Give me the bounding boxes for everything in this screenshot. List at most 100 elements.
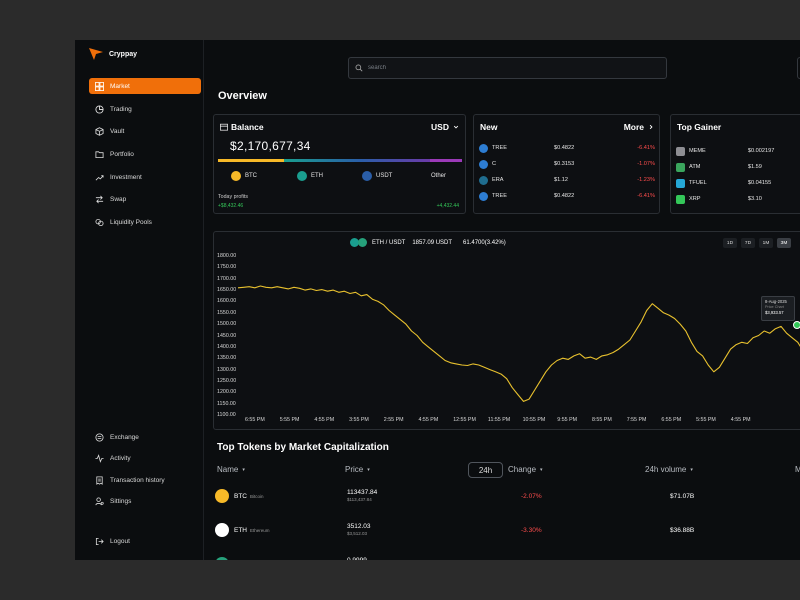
timeframe-3m[interactable]: 3M	[777, 238, 791, 248]
sidebar-item-liquidity-pools[interactable]: Liquidity Pools	[89, 214, 201, 230]
column-label: Change	[508, 465, 537, 474]
list-item[interactable]: XRP $3.10	[676, 193, 800, 205]
legend-label: ETH	[311, 173, 323, 179]
token-price: $0.4822	[554, 145, 575, 151]
history-icon	[96, 475, 103, 485]
x-tick-label: 10:55 PM	[522, 417, 546, 423]
sidebar-item-exchange[interactable]: Exchange	[89, 429, 201, 445]
x-tick-label: 2:55 PM	[383, 417, 404, 423]
token-name: TREE	[492, 145, 507, 151]
y-tick-label: 1350.00	[217, 355, 237, 362]
list-item[interactable]: TFUEL $0.04155	[676, 177, 800, 189]
timeframe-7d[interactable]: 7D	[741, 238, 755, 248]
token-price: $0.002197	[747, 148, 775, 154]
search-input[interactable]	[368, 65, 648, 71]
currency-select[interactable]: USD	[431, 122, 459, 132]
wallet-icon	[220, 123, 228, 131]
token-name: MEME	[689, 148, 706, 154]
logout-button[interactable]: Logout	[89, 533, 201, 549]
token-price-sub: $113,437.84	[347, 497, 372, 502]
token-icon	[676, 162, 685, 172]
logout-icon	[95, 537, 104, 545]
usdt-icon	[362, 171, 372, 181]
exchange-icon	[95, 432, 104, 442]
token-price: $0.04155	[747, 180, 772, 186]
btc-icon	[231, 171, 241, 181]
sidebar-item-investment[interactable]: Investment	[89, 169, 201, 185]
x-tick-label: 6:55 PM	[245, 417, 265, 423]
token-icon	[479, 191, 488, 201]
column-price[interactable]: Price ▾	[345, 465, 370, 474]
table-row[interactable]: ETH Ethereum 3512.03 $3,512.03 -3.30% $36.88B	[205, 521, 800, 541]
period-toggle[interactable]: 24h	[468, 462, 503, 478]
token-name: XRP	[689, 196, 701, 202]
legend-btc: BTC	[231, 171, 257, 181]
list-item[interactable]: TREE $0.4822 -6.41%	[479, 142, 659, 154]
trending-icon	[95, 174, 104, 180]
sidebar-item-label: Swap	[110, 195, 127, 203]
y-tick-label: 1100.00	[217, 412, 236, 418]
balance-card: Balance USD $2,170,677,34 BTC ETH USDT O…	[213, 114, 466, 214]
cryppay-logo-icon	[89, 48, 103, 60]
list-item[interactable]: C $0.3153 -1.07%	[479, 158, 659, 170]
header-action-button[interactable]	[797, 57, 800, 79]
y-tick-label: 1800.00	[217, 253, 237, 259]
token-name-cell: ETH Ethereum	[234, 527, 270, 534]
logo[interactable]: Cryppay	[89, 48, 137, 60]
y-tick-label: 1700.00	[217, 275, 237, 282]
y-tick-label: 1250.00	[217, 377, 237, 384]
search-bar[interactable]	[348, 57, 667, 79]
y-tick-label: 1550.00	[217, 309, 237, 316]
token-name-cell: TFUEL	[676, 178, 748, 188]
token-icon	[676, 146, 685, 156]
chart-change: 61.4700(3.42%)	[463, 239, 506, 246]
pools-icon	[95, 218, 104, 226]
column-change[interactable]: Change ▾	[508, 465, 543, 474]
y-tick-label: 1600.00	[217, 298, 237, 305]
token-price: $1.59	[747, 164, 762, 170]
list-item[interactable]: MEME $0.002197	[676, 145, 800, 157]
sidebar-item-swap[interactable]: Swap	[89, 191, 201, 207]
allocation-bar	[218, 159, 462, 162]
y-tick-label: 1500.00	[217, 321, 237, 328]
sidebar-item-market[interactable]: Market	[89, 78, 201, 94]
column-name[interactable]: Name ▾	[217, 465, 245, 474]
sidebar-item-label: Portfolio	[110, 150, 134, 158]
table-row[interactable]: BTC Bitcoin 113437.84 $113,437.84 -2.07% $71.…	[205, 487, 800, 507]
token-change: -1.23%	[637, 177, 655, 183]
y-tick-label: 1650.00	[217, 287, 237, 294]
app-window: Cryppay Market Trading Vault Portfolio I…	[75, 40, 800, 560]
x-tick-label: 6:55 PM	[661, 417, 682, 423]
y-tick-label: 1150.00	[217, 400, 236, 407]
token-volume: $36.88B	[670, 527, 695, 534]
more-button[interactable]: More	[624, 122, 654, 132]
sidebar-item-portfolio[interactable]: Portfolio	[89, 146, 201, 162]
folder-icon	[95, 150, 104, 158]
list-item[interactable]: ERA $1.12 -1.23%	[479, 174, 659, 186]
allocation-btc	[218, 159, 284, 162]
list-item[interactable]: ATM $1.59	[676, 161, 800, 173]
timeframe-1m[interactable]: 1M	[759, 238, 773, 248]
table-row[interactable]: 0.9999	[205, 555, 800, 560]
new-title: New	[480, 122, 498, 132]
token-icon	[676, 178, 685, 188]
list-item[interactable]: TREE $0.4822 -6.41%	[479, 190, 659, 202]
sidebar-item-activity[interactable]: Activity	[89, 450, 201, 466]
x-tick-label: 12:55 PM	[453, 417, 476, 423]
sidebar-item-settings[interactable]: Sittings	[89, 493, 201, 509]
timeframe-1d[interactable]: 1D	[723, 238, 737, 248]
column-more[interactable]: M	[795, 465, 800, 474]
chart-hover-marker	[793, 321, 800, 329]
sidebar-item-label: Trading	[110, 105, 132, 113]
column-volume[interactable]: 24h volume ▾	[645, 465, 693, 474]
sidebar-item-vault[interactable]: Vault	[89, 123, 201, 139]
token-price: 113437.84	[347, 489, 378, 496]
token-icon	[676, 194, 685, 204]
sidebar-item-transaction-history[interactable]: Transaction history	[89, 472, 201, 488]
legend-label: USDT	[376, 173, 393, 179]
token-icon	[215, 523, 229, 537]
main-content: Overview Balance USD $2,170,677,34 BTC E…	[205, 40, 800, 560]
price-chart[interactable]: ETH / USDT 1857.09 USDT 61.4700(3.42%) 1…	[213, 231, 800, 430]
sidebar-item-trading[interactable]: Trading	[89, 101, 201, 117]
sidebar-item-label: Exchange	[110, 433, 139, 441]
